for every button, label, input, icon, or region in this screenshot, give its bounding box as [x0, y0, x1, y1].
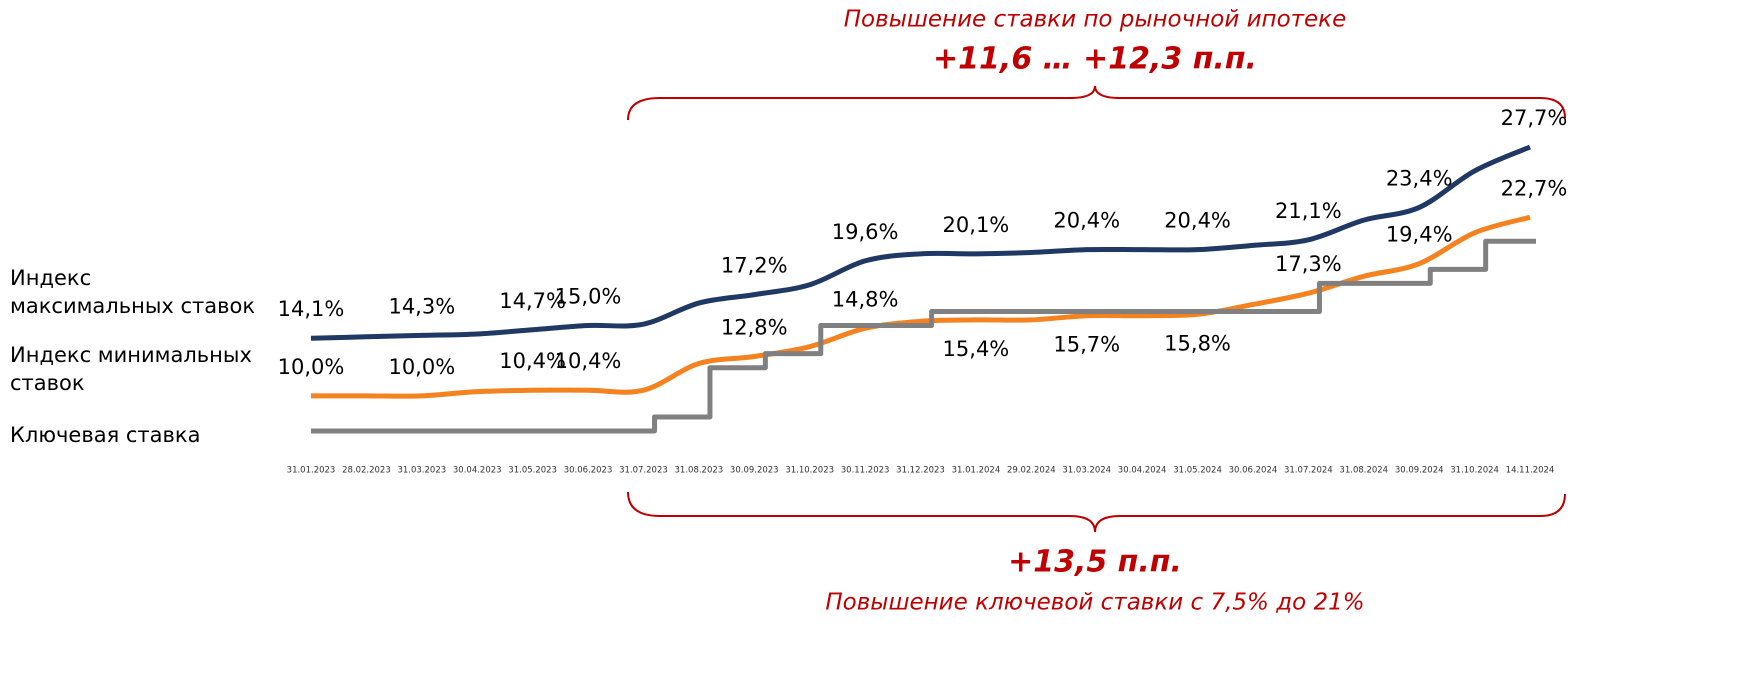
data-label: 21,1%	[1275, 199, 1342, 223]
x-tick-label: 31.03.2023	[397, 466, 446, 476]
x-tick-label: 30.04.2023	[453, 466, 502, 476]
series-line	[311, 238, 1536, 434]
x-tick-label: 31.01.2023	[287, 466, 336, 476]
data-label: 10,4%	[555, 349, 622, 373]
x-tick-label: 30.06.2024	[1229, 466, 1278, 476]
data-label: 14,7%	[499, 289, 566, 313]
bottom-text: Повышение ключевой ставки с 7,5% до 21%	[825, 590, 1364, 616]
x-tick-label: 29.02.2024	[1007, 466, 1056, 476]
data-label: 20,4%	[1164, 209, 1231, 233]
legend-entry: Индекс максимальных ставок	[10, 266, 256, 318]
x-tick-label: 14.11.2024	[1506, 466, 1555, 476]
x-tick-label: 31.10.2024	[1450, 466, 1499, 476]
data-label: 14,1%	[278, 297, 345, 321]
x-tick-label: 31.08.2024	[1339, 466, 1388, 476]
data-label: 12,8%	[721, 315, 788, 339]
data-label: 10,0%	[278, 355, 345, 379]
top-brace	[627, 85, 1566, 121]
x-tick-label: 30.11.2023	[841, 466, 890, 476]
data-label: 20,1%	[943, 213, 1010, 237]
data-label: 23,4%	[1386, 166, 1453, 190]
series-line	[310, 214, 1531, 399]
bottom-value: +13,5 п.п.	[1008, 545, 1182, 580]
x-tick-label: 30.09.2024	[1395, 466, 1444, 476]
data-label: 15,7%	[1053, 333, 1120, 357]
legend-entry: Ключевая ставка	[10, 423, 201, 447]
data-label: 14,8%	[832, 287, 899, 311]
data-label: 17,3%	[1275, 252, 1342, 276]
data-label: 10,4%	[499, 349, 566, 373]
top-text: Повышение ставки по рыночной ипотеке	[844, 7, 1346, 33]
series-line	[310, 144, 1531, 341]
x-tick-label: 30.09.2023	[730, 466, 779, 476]
x-tick-label: 28.02.2023	[342, 466, 391, 476]
data-label: 22,7%	[1501, 176, 1568, 200]
data-label: 14,3%	[388, 294, 455, 318]
top-value: +11,6 … +12,3 п.п.	[933, 42, 1257, 77]
data-label: 19,4%	[1386, 223, 1453, 247]
data-label: 10,0%	[388, 355, 455, 379]
data-label: 19,6%	[832, 220, 899, 244]
x-tick-label: 31.03.2024	[1062, 466, 1111, 476]
x-tick-label: 31.10.2023	[785, 466, 834, 476]
x-tick-label: 31.07.2024	[1284, 466, 1333, 476]
x-tick-label: 30.06.2023	[564, 466, 613, 476]
data-label: 15,0%	[555, 285, 622, 309]
legend-entry: Индекс минимальных ставок	[10, 343, 252, 395]
x-tick-label: 30.04.2024	[1118, 466, 1167, 476]
x-tick-label: 31.08.2023	[675, 466, 724, 476]
data-label: 27,7%	[1501, 106, 1568, 130]
x-tick-label: 31.01.2024	[952, 466, 1001, 476]
x-tick-label: 31.12.2023	[896, 466, 945, 476]
data-label: 15,8%	[1164, 331, 1231, 355]
data-label: 17,2%	[721, 254, 788, 278]
data-label: 15,4%	[943, 337, 1010, 361]
bottom-brace	[627, 491, 1566, 533]
x-tick-label: 31.05.2024	[1173, 466, 1222, 476]
x-tick-label: 31.07.2023	[619, 466, 668, 476]
x-tick-label: 31.05.2023	[508, 466, 557, 476]
data-label: 20,4%	[1053, 209, 1120, 233]
